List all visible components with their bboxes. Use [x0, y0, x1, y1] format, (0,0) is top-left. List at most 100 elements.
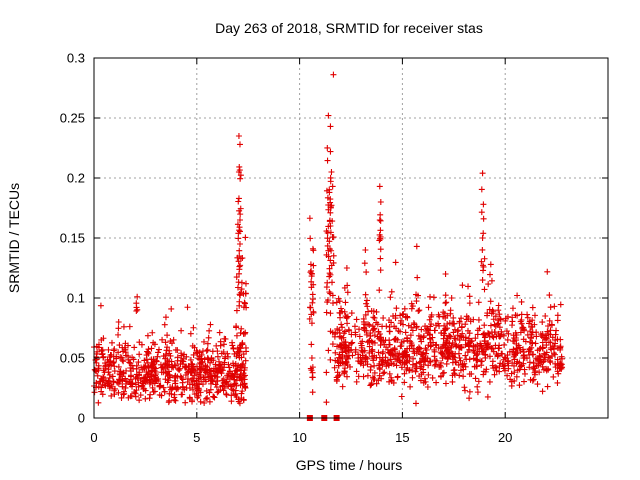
- data-point: [551, 303, 558, 310]
- data-point: [450, 329, 457, 336]
- data-point: [479, 277, 486, 284]
- data-point: [402, 329, 409, 336]
- data-point: [238, 390, 245, 397]
- data-point: [429, 374, 436, 381]
- data-point: [337, 342, 344, 349]
- data-point: [232, 390, 239, 397]
- data-point: [143, 369, 150, 376]
- data-point: [191, 372, 198, 379]
- data-point: [524, 311, 531, 318]
- data-point: [126, 323, 133, 330]
- data-point: [466, 300, 473, 307]
- data-point: [410, 355, 417, 362]
- data-point: [235, 396, 242, 403]
- data-point: [474, 341, 481, 348]
- data-point: [418, 326, 425, 333]
- data-point: [234, 221, 241, 228]
- data-point: [433, 379, 440, 386]
- data-point: [214, 377, 221, 384]
- data-point: [125, 394, 132, 401]
- data-point: [235, 169, 242, 175]
- data-point: [131, 389, 138, 396]
- data-point: [371, 314, 378, 321]
- data-point: [341, 368, 348, 375]
- data-point: [220, 349, 227, 356]
- data-point: [517, 329, 524, 336]
- data-point: [162, 339, 169, 346]
- data-point: [539, 344, 546, 351]
- data-point: [336, 298, 343, 305]
- data-point: [362, 311, 369, 318]
- data-point: [121, 344, 128, 351]
- data-point: [554, 368, 561, 375]
- data-point: [242, 234, 249, 241]
- data-point: [203, 387, 210, 394]
- data-point: [344, 347, 351, 354]
- data-point: [344, 289, 351, 296]
- data-point: [377, 227, 384, 234]
- data-point: [444, 356, 451, 363]
- data-point: [481, 337, 488, 344]
- data-point: [184, 369, 191, 376]
- data-point: [166, 397, 173, 404]
- data-point: [539, 388, 546, 395]
- data-point: [480, 331, 487, 338]
- data-point: [478, 342, 485, 349]
- data-point: [496, 324, 503, 331]
- data-point: [95, 367, 102, 374]
- data-point: [198, 378, 205, 385]
- data-point: [211, 394, 218, 401]
- data-point: [451, 370, 458, 377]
- data-point: [433, 341, 440, 348]
- data-point: [334, 343, 341, 350]
- data-point: [474, 383, 481, 390]
- data-point: [462, 352, 469, 359]
- data-point: [554, 312, 561, 319]
- data-point: [534, 347, 541, 354]
- data-point: [441, 342, 448, 349]
- data-point: [420, 366, 427, 373]
- y-tick-labels: 0 0.05 0.1 0.15 0.2 0.25 0.3: [60, 51, 85, 426]
- data-point: [388, 378, 395, 385]
- data-point: [156, 382, 163, 389]
- data-point: [214, 353, 221, 360]
- data-point: [233, 307, 240, 314]
- data-point: [306, 215, 313, 222]
- data-point: [308, 341, 315, 348]
- data-point: [400, 310, 407, 317]
- data-point: [401, 305, 408, 312]
- data-point: [416, 307, 423, 314]
- data-point: [487, 298, 494, 305]
- data-point: [336, 309, 343, 316]
- data-point: [225, 361, 232, 368]
- data-point: [381, 369, 388, 376]
- data-point: [144, 332, 151, 339]
- data-point: [172, 384, 179, 391]
- data-point: [180, 355, 187, 362]
- data-point: [112, 385, 119, 392]
- data-point: [110, 359, 117, 366]
- data-point: [211, 372, 218, 379]
- data-point: [327, 310, 334, 317]
- data-point: [552, 340, 559, 347]
- data-point: [236, 266, 243, 273]
- data-point: [453, 359, 460, 366]
- data-point: [327, 123, 334, 130]
- data-point: [167, 384, 174, 391]
- data-point: [403, 359, 410, 366]
- data-point: [152, 374, 159, 381]
- data-point: [395, 352, 402, 359]
- data-point: [325, 247, 332, 254]
- data-point: [325, 112, 332, 119]
- data-point: [531, 365, 538, 372]
- data-point: [111, 346, 118, 353]
- data-point: [406, 345, 413, 352]
- data-point: [145, 346, 152, 353]
- data-point: [134, 293, 141, 300]
- data-point: [485, 281, 492, 288]
- data-point: [194, 394, 201, 401]
- data-point: [348, 310, 355, 317]
- data-point: [207, 321, 214, 328]
- data-point: [552, 351, 559, 358]
- data-point: [368, 338, 375, 345]
